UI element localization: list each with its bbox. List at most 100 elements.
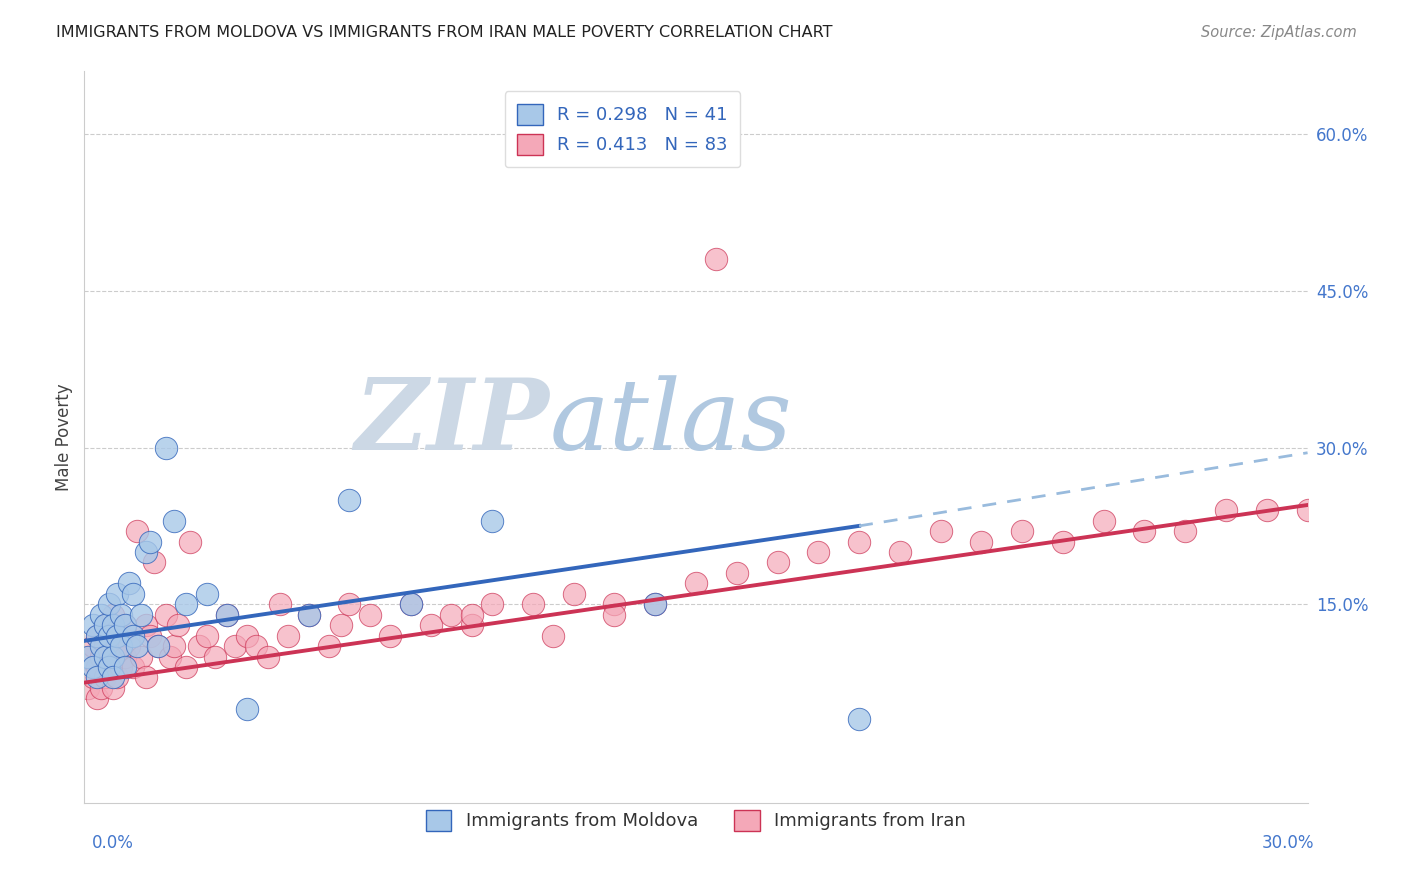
Point: [127, 639, 149, 653]
Point: [110, 607, 132, 622]
Legend: Immigrants from Moldova, Immigrants from Iran: Immigrants from Moldova, Immigrants from…: [412, 796, 980, 845]
Point: [330, 618, 353, 632]
Point: [105, 587, 128, 601]
Point: [257, 649, 280, 664]
Point: [889, 545, 911, 559]
Point: [110, 660, 132, 674]
Point: [277, 629, 299, 643]
Point: [522, 597, 544, 611]
Point: [174, 597, 197, 611]
Point: [217, 607, 239, 622]
Point: [97, 629, 120, 643]
Point: [298, 607, 321, 622]
Point: [101, 681, 124, 695]
Point: [131, 607, 153, 622]
Point: [105, 639, 128, 653]
Point: [1092, 514, 1115, 528]
Text: Source: ZipAtlas.com: Source: ZipAtlas.com: [1201, 25, 1357, 40]
Point: [603, 597, 626, 611]
Point: [97, 660, 120, 674]
Point: [86, 629, 108, 643]
Point: [101, 649, 124, 664]
Point: [82, 660, 104, 674]
Point: [97, 660, 120, 674]
Point: [163, 514, 186, 528]
Point: [122, 660, 145, 674]
Point: [118, 576, 141, 591]
Point: [146, 639, 169, 653]
Point: [101, 607, 124, 622]
Point: [929, 524, 952, 538]
Point: [461, 607, 484, 622]
Point: [86, 670, 108, 684]
Point: [90, 649, 112, 664]
Point: [1215, 503, 1237, 517]
Point: [318, 639, 340, 653]
Point: [114, 649, 136, 664]
Point: [138, 534, 160, 549]
Point: [77, 649, 100, 664]
Point: [298, 607, 321, 622]
Point: [644, 597, 666, 611]
Text: atlas: atlas: [550, 375, 792, 470]
Text: 30.0%: 30.0%: [1263, 834, 1315, 852]
Point: [179, 534, 201, 549]
Text: 0.0%: 0.0%: [91, 834, 134, 852]
Point: [93, 649, 115, 664]
Point: [245, 639, 267, 653]
Point: [269, 597, 291, 611]
Point: [359, 607, 381, 622]
Point: [82, 618, 104, 632]
Point: [481, 514, 503, 528]
Point: [807, 545, 830, 559]
Point: [101, 618, 124, 632]
Point: [970, 534, 993, 549]
Point: [135, 670, 157, 684]
Point: [1011, 524, 1033, 538]
Point: [127, 524, 149, 538]
Point: [110, 629, 132, 643]
Point: [82, 670, 104, 684]
Point: [217, 607, 239, 622]
Point: [1133, 524, 1156, 538]
Point: [97, 597, 120, 611]
Point: [105, 629, 128, 643]
Point: [97, 629, 120, 643]
Point: [1296, 503, 1319, 517]
Point: [122, 629, 145, 643]
Point: [380, 629, 402, 643]
Point: [77, 649, 100, 664]
Point: [1174, 524, 1197, 538]
Point: [339, 492, 361, 507]
Point: [86, 660, 108, 674]
Point: [90, 639, 112, 653]
Point: [135, 618, 157, 632]
Point: [159, 649, 181, 664]
Point: [101, 670, 124, 684]
Point: [1256, 503, 1278, 517]
Point: [86, 691, 108, 706]
Y-axis label: Male Poverty: Male Poverty: [55, 384, 73, 491]
Point: [236, 702, 259, 716]
Point: [155, 607, 177, 622]
Point: [562, 587, 585, 601]
Point: [93, 618, 115, 632]
Point: [195, 587, 218, 601]
Point: [82, 639, 104, 653]
Point: [399, 597, 422, 611]
Point: [195, 629, 218, 643]
Point: [131, 649, 153, 664]
Point: [155, 441, 177, 455]
Point: [118, 639, 141, 653]
Point: [146, 639, 169, 653]
Point: [114, 618, 136, 632]
Point: [399, 597, 422, 611]
Point: [706, 252, 728, 267]
Point: [93, 639, 115, 653]
Point: [142, 556, 165, 570]
Point: [685, 576, 707, 591]
Point: [603, 607, 626, 622]
Point: [110, 639, 132, 653]
Point: [90, 607, 112, 622]
Point: [766, 556, 789, 570]
